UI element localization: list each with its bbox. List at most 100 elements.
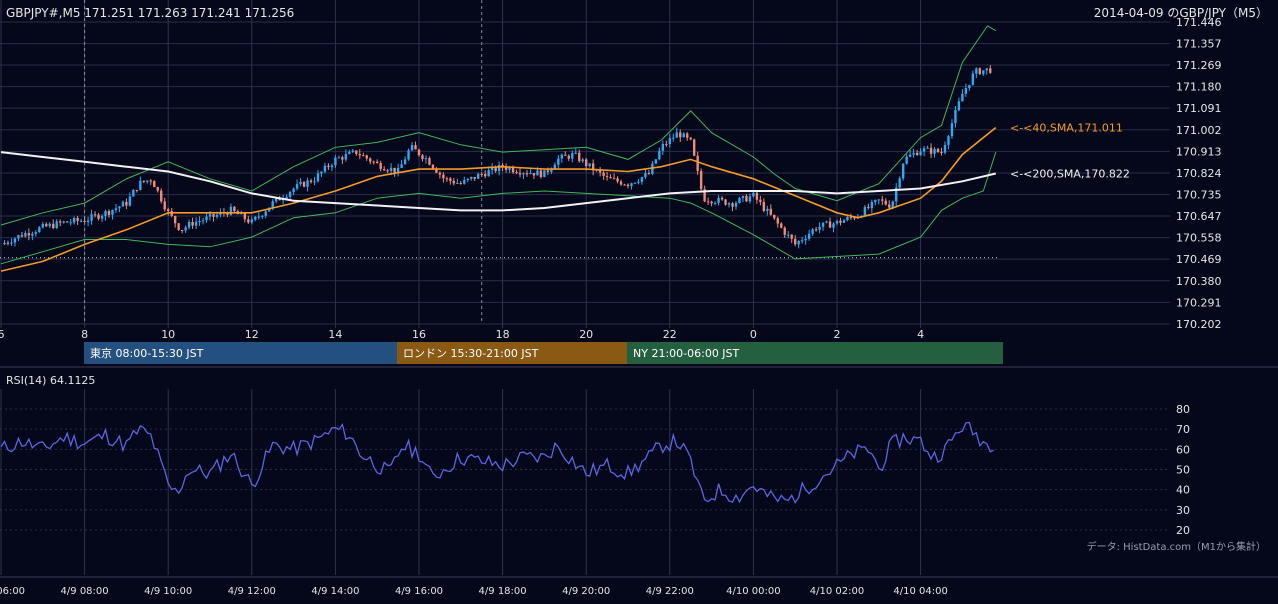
candle[interactable] <box>38 225 41 233</box>
candle[interactable] <box>696 151 699 175</box>
candle[interactable] <box>309 178 313 184</box>
candle[interactable] <box>619 179 623 186</box>
candle[interactable] <box>463 176 466 185</box>
candle[interactable] <box>48 222 51 228</box>
candle[interactable] <box>553 162 557 169</box>
candle[interactable] <box>396 163 400 177</box>
candle[interactable] <box>250 216 253 225</box>
candle[interactable] <box>114 204 118 213</box>
candle[interactable] <box>724 198 727 206</box>
candle[interactable] <box>982 70 985 76</box>
candle[interactable] <box>313 176 316 186</box>
candle[interactable] <box>807 229 811 241</box>
candle[interactable] <box>407 148 410 161</box>
candle[interactable] <box>971 70 975 86</box>
candle[interactable] <box>55 219 58 230</box>
candle[interactable] <box>17 234 20 241</box>
candle[interactable] <box>111 209 114 220</box>
candle[interactable] <box>320 171 323 177</box>
candle[interactable] <box>710 200 713 207</box>
candle[interactable] <box>379 160 382 172</box>
candle[interactable] <box>13 237 17 247</box>
candle[interactable] <box>623 183 626 186</box>
candle[interactable] <box>135 189 139 193</box>
candle[interactable] <box>954 105 957 128</box>
candle[interactable] <box>445 176 449 182</box>
candle[interactable] <box>689 137 692 141</box>
candle[interactable] <box>759 195 762 206</box>
candle[interactable] <box>839 217 842 226</box>
candle[interactable] <box>438 171 442 179</box>
candle[interactable] <box>658 147 661 161</box>
candle[interactable] <box>926 145 929 149</box>
candle[interactable] <box>456 178 459 184</box>
candle[interactable] <box>699 168 703 193</box>
candle[interactable] <box>299 178 302 187</box>
candle[interactable] <box>609 174 612 179</box>
candle[interactable] <box>905 154 908 165</box>
candle[interactable] <box>605 171 609 181</box>
candle[interactable] <box>783 226 786 238</box>
candle[interactable] <box>874 199 877 206</box>
candle[interactable] <box>539 169 543 179</box>
candle[interactable] <box>591 159 595 176</box>
candle[interactable] <box>581 157 584 164</box>
candle[interactable] <box>957 97 961 112</box>
candle[interactable] <box>212 213 215 222</box>
candle[interactable] <box>97 213 100 221</box>
candle[interactable] <box>898 176 901 191</box>
candle[interactable] <box>773 214 776 220</box>
candle[interactable] <box>985 68 988 75</box>
candle[interactable] <box>452 177 456 186</box>
candle[interactable] <box>912 148 915 158</box>
candle[interactable] <box>184 225 187 234</box>
candle[interactable] <box>466 178 469 183</box>
candle[interactable] <box>198 216 201 227</box>
candle[interactable] <box>132 189 135 197</box>
candle[interactable] <box>302 181 306 188</box>
candle[interactable] <box>713 201 717 206</box>
candle[interactable] <box>229 203 233 216</box>
candle[interactable] <box>173 215 177 228</box>
candle[interactable] <box>567 154 570 162</box>
candle[interactable] <box>41 221 44 229</box>
candle[interactable] <box>828 217 832 228</box>
candle[interactable] <box>557 155 560 169</box>
candle[interactable] <box>386 168 389 174</box>
candle[interactable] <box>477 172 480 179</box>
candle[interactable] <box>341 155 344 165</box>
candle[interactable] <box>529 169 532 175</box>
candle[interactable] <box>755 190 759 204</box>
candle[interactable] <box>421 153 424 162</box>
candle[interactable] <box>769 204 773 216</box>
candle[interactable] <box>668 133 671 148</box>
candle[interactable] <box>358 149 361 160</box>
candle[interactable] <box>83 217 86 223</box>
candle[interactable] <box>34 230 38 237</box>
candle[interactable] <box>107 209 111 218</box>
candle[interactable] <box>560 153 564 163</box>
candle[interactable] <box>393 167 396 177</box>
candle[interactable] <box>679 129 682 143</box>
candle[interactable] <box>766 205 769 216</box>
candle[interactable] <box>745 193 748 202</box>
candle[interactable] <box>665 140 668 147</box>
candle[interactable] <box>825 220 828 224</box>
candle[interactable] <box>947 134 950 150</box>
candle[interactable] <box>497 161 501 176</box>
candle[interactable] <box>459 180 462 185</box>
candle[interactable] <box>142 180 146 184</box>
candle[interactable] <box>365 154 368 161</box>
candle[interactable] <box>86 216 90 227</box>
candle[interactable] <box>588 163 591 168</box>
candle[interactable] <box>410 142 414 152</box>
candle[interactable] <box>748 193 752 204</box>
candle[interactable] <box>93 211 97 218</box>
candle[interactable] <box>578 149 581 163</box>
candle[interactable] <box>790 234 793 244</box>
candle[interactable] <box>337 155 341 159</box>
candle[interactable] <box>940 147 943 156</box>
candle[interactable] <box>470 176 473 181</box>
candle[interactable] <box>146 180 149 184</box>
candle[interactable] <box>125 198 128 210</box>
